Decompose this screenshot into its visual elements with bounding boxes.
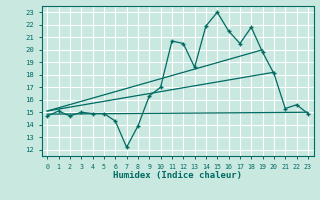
X-axis label: Humidex (Indice chaleur): Humidex (Indice chaleur) — [113, 171, 242, 180]
